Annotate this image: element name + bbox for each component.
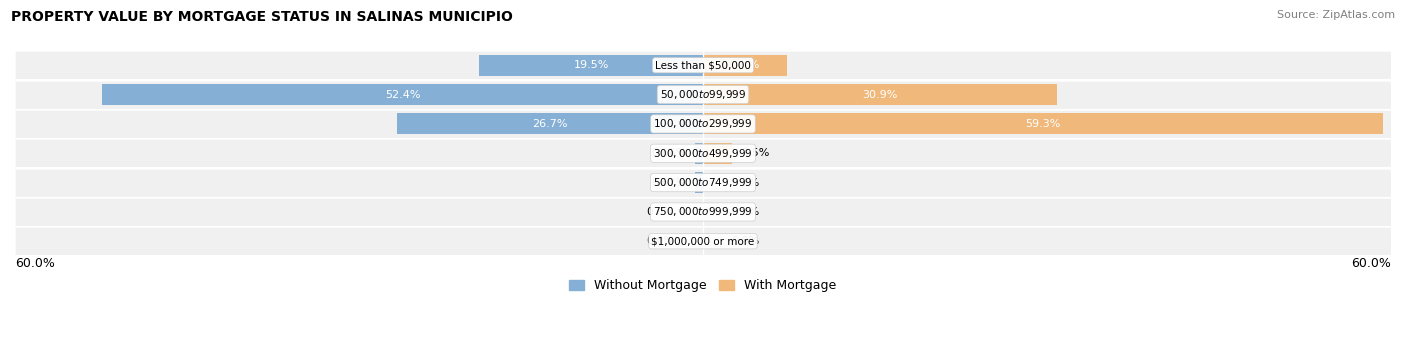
Text: 0.0%: 0.0% [731,178,759,188]
Bar [703,143,731,164]
Text: $100,000 to $299,999: $100,000 to $299,999 [654,117,752,130]
Text: 59.3%: 59.3% [1025,119,1060,129]
Bar [103,84,703,105]
Bar [479,55,703,76]
Bar [15,80,1391,108]
Bar [703,55,787,76]
Bar [15,110,1391,138]
Text: $500,000 to $749,999: $500,000 to $749,999 [654,176,752,189]
Legend: Without Mortgage, With Mortgage: Without Mortgage, With Mortgage [564,274,842,297]
Text: 0.0%: 0.0% [731,207,759,217]
Text: $300,000 to $499,999: $300,000 to $499,999 [654,147,752,160]
Bar [696,143,703,164]
Bar [15,51,1391,79]
Text: 0.67%: 0.67% [651,178,686,188]
Text: 0.0%: 0.0% [731,236,759,246]
Text: 0.0%: 0.0% [647,236,675,246]
Bar [15,198,1391,226]
Bar [15,139,1391,167]
Bar [15,227,1391,255]
Text: 7.3%: 7.3% [731,60,759,70]
Text: PROPERTY VALUE BY MORTGAGE STATUS IN SALINAS MUNICIPIO: PROPERTY VALUE BY MORTGAGE STATUS IN SAL… [11,10,513,24]
Bar [15,169,1391,196]
Text: 26.7%: 26.7% [531,119,568,129]
Text: $1,000,000 or more: $1,000,000 or more [651,236,755,246]
Text: 30.9%: 30.9% [862,90,898,100]
Bar [696,172,703,193]
Text: 19.5%: 19.5% [574,60,609,70]
Bar [15,169,1391,196]
Bar [396,113,703,134]
Bar [703,113,1384,134]
Text: 2.5%: 2.5% [741,148,769,158]
Bar [703,84,1057,105]
Bar [15,80,1391,108]
Bar [15,110,1391,138]
Text: Less than $50,000: Less than $50,000 [655,60,751,70]
Bar [15,227,1391,255]
Bar [15,139,1391,167]
Text: $50,000 to $99,999: $50,000 to $99,999 [659,88,747,101]
Bar [15,51,1391,79]
Text: $750,000 to $999,999: $750,000 to $999,999 [654,206,752,219]
Text: Source: ZipAtlas.com: Source: ZipAtlas.com [1277,10,1395,20]
Text: 0.0%: 0.0% [647,207,675,217]
Text: 52.4%: 52.4% [385,90,420,100]
Bar [15,198,1391,226]
Text: 60.0%: 60.0% [1351,257,1391,270]
Text: 60.0%: 60.0% [15,257,55,270]
Text: 0.66%: 0.66% [651,148,686,158]
